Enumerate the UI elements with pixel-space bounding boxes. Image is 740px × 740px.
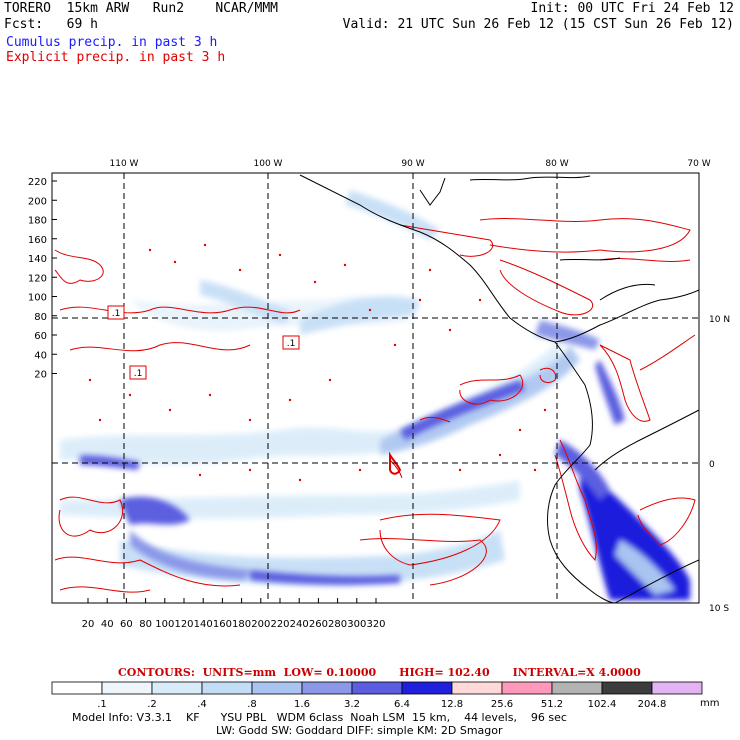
x-tick-label: 160 bbox=[213, 619, 232, 630]
contour-box-label: .1 bbox=[112, 309, 121, 319]
x-tick-label: 320 bbox=[366, 619, 385, 630]
colorbar-label: 102.4 bbox=[588, 699, 617, 710]
x-tick-label: 100 bbox=[155, 619, 174, 630]
colorbar-label: .2 bbox=[147, 699, 157, 710]
colorbar-swatch bbox=[301, 681, 353, 695]
colorbar-label: 12.8 bbox=[441, 699, 463, 710]
colorbar: .1.2.4.8 1.6 3.2 6.4 12.8 25.6 51.2 102.4 204.8 … bbox=[51, 681, 719, 710]
latitude-label: 0 bbox=[709, 460, 715, 470]
colorbar-swatch bbox=[551, 681, 603, 695]
fcst-label: Fcst: bbox=[4, 17, 44, 32]
latitude-label: 10 S bbox=[709, 604, 729, 614]
y-tick-label: 220 bbox=[28, 177, 47, 188]
x-tick-label: 120 bbox=[174, 619, 193, 630]
contours-low: LOW= 0.10000 bbox=[283, 666, 377, 679]
y-tick-label: 160 bbox=[28, 235, 47, 246]
colorbar-label: 25.6 bbox=[491, 699, 513, 710]
graticule bbox=[52, 173, 699, 603]
init-time: Init: 00 UTC Fri 24 Feb 12 bbox=[530, 1, 735, 16]
colorbar-swatch bbox=[351, 681, 403, 695]
colorbar-swatch bbox=[501, 681, 553, 695]
latitude-labels: 10 N 0 10 S bbox=[709, 315, 730, 614]
colorbar-label: 1.6 bbox=[294, 699, 310, 710]
colorbar-unit: mm bbox=[700, 698, 719, 709]
colorbar-label: 51.2 bbox=[541, 699, 563, 710]
colorbar-swatch bbox=[201, 681, 253, 695]
contour-box-label: .1 bbox=[287, 339, 296, 349]
contour-box-label: .1 bbox=[134, 369, 143, 379]
x-tick-label: 280 bbox=[328, 619, 347, 630]
contour-box-labels: .1 .1 .1 bbox=[107, 305, 300, 380]
colorbar-label: .4 bbox=[197, 699, 207, 710]
longitude-label: 80 W bbox=[545, 159, 568, 169]
contours-units: UNITS=mm bbox=[202, 666, 276, 679]
colorbar-swatch bbox=[101, 681, 153, 695]
y-tick-label: 100 bbox=[28, 293, 47, 304]
x-tick-label: 180 bbox=[232, 619, 251, 630]
colorbar-swatch bbox=[51, 681, 103, 695]
x-tick-label: 260 bbox=[309, 619, 328, 630]
x-tick-label: 200 bbox=[251, 619, 270, 630]
y-tick-label: 80 bbox=[34, 312, 47, 323]
resolution: 15km ARW bbox=[66, 1, 130, 16]
contours-interval: INTERVAL=X 4.0000 bbox=[512, 666, 641, 679]
run-label: Run2 bbox=[152, 1, 185, 16]
fcst-value: 69 h bbox=[66, 17, 98, 32]
longitude-label: 70 W bbox=[687, 159, 710, 169]
longitude-label: 110 W bbox=[110, 159, 139, 169]
x-tick-label: 220 bbox=[270, 619, 289, 630]
cumulus-legend: Cumulus precip. in past 3 h bbox=[6, 35, 218, 50]
colorbar-label: .8 bbox=[247, 699, 257, 710]
colorbar-swatch bbox=[401, 681, 453, 695]
colorbar-label: 6.4 bbox=[394, 699, 410, 710]
colorbar-swatch bbox=[151, 681, 203, 695]
contours-info: CONTOURS: UNITS=mm LOW= 0.10000 HIGH= 10… bbox=[118, 666, 641, 679]
valid-time: Valid: 21 UTC Sun 26 Feb 12 (15 CST Sun … bbox=[342, 17, 734, 32]
explicit-legend: Explicit precip. in past 3 h bbox=[6, 50, 226, 65]
x-tick-label: 60 bbox=[120, 619, 133, 630]
longitude-label: 90 W bbox=[401, 159, 424, 169]
colorbar-label: 3.2 bbox=[344, 699, 360, 710]
x-tick-label: 140 bbox=[194, 619, 213, 630]
y-tick-label: 60 bbox=[34, 331, 47, 342]
x-axis: 20 40 60 80 100 120 140 160 180 200 220 240 260 280 30… bbox=[82, 598, 386, 630]
y-tick-label: 180 bbox=[28, 216, 47, 227]
x-tick-label: 20 bbox=[82, 619, 95, 630]
y-tick-label: 140 bbox=[28, 254, 47, 265]
colorbar-label: 204.8 bbox=[638, 699, 667, 710]
header-line-1: TORERO 15km ARW Run2 NCAR/MMM bbox=[4, 2, 278, 16]
contours-label: CONTOURS: bbox=[118, 666, 195, 679]
y-tick-label: 20 bbox=[34, 370, 47, 381]
y-tick-label: 120 bbox=[28, 273, 47, 284]
contours-high: HIGH= 102.40 bbox=[399, 666, 490, 679]
colorbar-swatch bbox=[451, 681, 503, 695]
y-tick-label: 200 bbox=[28, 196, 47, 207]
longitude-label: 100 W bbox=[254, 159, 283, 169]
colorbar-swatch bbox=[251, 681, 303, 695]
model-name: TORERO bbox=[4, 1, 51, 16]
x-tick-label: 40 bbox=[101, 619, 114, 630]
colorbar-swatch bbox=[651, 681, 703, 695]
colorbar-label: .1 bbox=[97, 699, 107, 710]
latitude-label: 10 N bbox=[709, 315, 730, 325]
forecast-hours: Fcst: 69 h bbox=[4, 18, 98, 32]
y-tick-label: 40 bbox=[34, 350, 47, 361]
longitude-labels: 110 W 100 W 90 W 80 W 70 W bbox=[110, 159, 711, 169]
colorbar-swatch bbox=[601, 681, 653, 695]
y-axis: 220 200 180 160 140 120 100 80 60 40 20 bbox=[28, 177, 57, 381]
x-tick-label: 300 bbox=[347, 619, 366, 630]
precip-fields bbox=[54, 174, 699, 603]
center-label: NCAR/MMM bbox=[215, 1, 278, 16]
physics-info: LW: Godd SW: Goddard DIFF: simple KM: 2D… bbox=[216, 724, 503, 737]
x-tick-label: 80 bbox=[139, 619, 152, 630]
model-info: Model Info: V3.3.1 KF YSU PBL WDM 6class… bbox=[72, 711, 567, 724]
x-tick-label: 240 bbox=[290, 619, 309, 630]
